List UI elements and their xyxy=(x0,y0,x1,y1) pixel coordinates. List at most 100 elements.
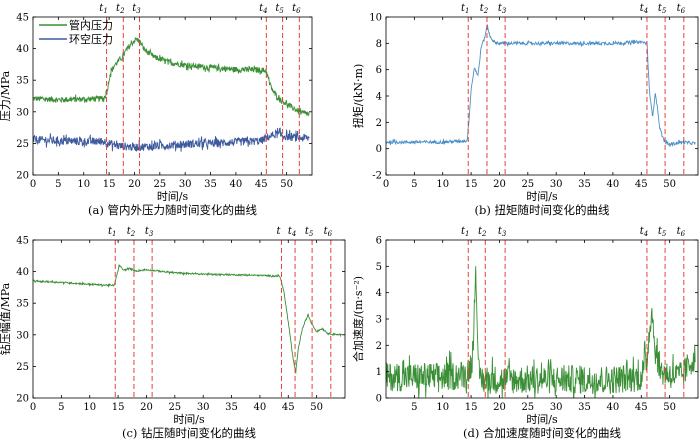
x-tick-label: 45 xyxy=(635,402,648,413)
y-tick-label: 4 xyxy=(376,288,382,299)
y-axis-label: 合加速度/(m·s⁻²) xyxy=(351,276,365,362)
event-marker-label: t6 xyxy=(677,3,686,15)
x-tick-label: 15 xyxy=(465,179,478,190)
legend-item-label: 管内压力 xyxy=(69,18,113,32)
event-marker-label: t5 xyxy=(275,3,284,15)
x-tick-label: 10 xyxy=(436,402,449,413)
x-tick-label: 20 xyxy=(128,179,141,190)
chart-d: t1 t2 t3 t4 t5 t65 10 15 20 25 30 35 40 45 500123456时间… xyxy=(351,226,699,439)
x-tick-label: 45 xyxy=(255,179,268,190)
y-tick-label: 5 xyxy=(376,262,382,273)
x-tick-label: 35 xyxy=(204,179,217,190)
x-tick-label: 25 xyxy=(153,179,166,190)
event-marker-label: t6 xyxy=(324,226,333,238)
x-tick-label: 50 xyxy=(663,179,676,190)
event-marker-label: t1 xyxy=(108,226,117,238)
x-axis-label: 时间/s xyxy=(526,190,558,203)
legend-item-label: 环空压力 xyxy=(69,32,113,46)
y-tick-label: 35 xyxy=(16,299,29,310)
plot-frame xyxy=(32,16,313,176)
series-line-0 xyxy=(33,37,310,117)
x-tick-label: 30 xyxy=(550,179,563,190)
x-tick-label: 25 xyxy=(168,402,181,413)
series-line xyxy=(33,264,343,375)
event-marker-label: t4 xyxy=(640,3,649,15)
y-tick-label: 25 xyxy=(16,362,29,373)
chart-caption: (a) 管内外压力随时间变化的曲线 xyxy=(88,203,257,217)
x-tick-label: 0 xyxy=(383,179,389,190)
y-tick-label: 30 xyxy=(16,107,29,118)
x-tick-label: 20 xyxy=(140,402,153,413)
y-tick-label: 20 xyxy=(16,394,29,405)
plot-frame xyxy=(32,239,346,399)
x-tick-label: 20 xyxy=(493,402,506,413)
x-tick-label: 35 xyxy=(225,402,238,413)
y-tick-label: 35 xyxy=(16,76,29,87)
x-tick-label: 50 xyxy=(280,179,293,190)
x-tick-label: 50 xyxy=(310,402,323,413)
event-marker-label: t2 xyxy=(127,226,136,238)
x-tick-label: 10 xyxy=(77,179,90,190)
series-line xyxy=(386,266,696,398)
x-tick-label: 15 xyxy=(103,179,116,190)
event-marker-label: t6 xyxy=(292,3,301,15)
y-tick-label: 45 xyxy=(16,13,29,24)
x-tick-label: 30 xyxy=(197,402,210,413)
event-marker-label: t4 xyxy=(640,226,649,238)
x-tick-label: 25 xyxy=(521,179,534,190)
y-tick-label: 2 xyxy=(376,118,382,129)
x-tick-label: 30 xyxy=(179,179,192,190)
x-axis-label: 时间/s xyxy=(157,190,189,203)
event-marker-label: t5 xyxy=(658,3,667,15)
event-marker-label: t4 xyxy=(259,3,268,15)
chart-caption: (d) 合加速度随时间变化的曲线 xyxy=(463,426,621,439)
event-marker-label: t5 xyxy=(305,226,314,238)
series-line-1 xyxy=(33,127,310,152)
x-tick-label: 40 xyxy=(607,179,620,190)
event-marker-label: t2 xyxy=(478,226,487,238)
x-tick-label: 15 xyxy=(465,402,478,413)
chart-c: t1 t2 t3 t t4 t5 t6 0 5 10 15 20 25 30 35 40 45 50 20 25 30 3… xyxy=(0,226,346,439)
x-axis-label: 时间/s xyxy=(526,413,558,426)
x-tick-label: 45 xyxy=(282,402,295,413)
chart-caption: (c) 钻压随时间变化的曲线 xyxy=(122,426,257,439)
y-tick-label: 45 xyxy=(16,236,29,247)
x-tick-label: 40 xyxy=(607,402,620,413)
x-tick-label: 0 xyxy=(30,179,36,190)
x-tick-label: 5 xyxy=(411,179,417,190)
event-marker-label: t3 xyxy=(498,3,507,15)
event-marker-label: t1 xyxy=(99,3,108,15)
x-tick-label: 25 xyxy=(521,402,534,413)
event-marker-label: t3 xyxy=(132,3,141,15)
y-tick-label: 3 xyxy=(376,315,382,326)
event-marker-label: t5 xyxy=(658,226,667,238)
x-tick-label: 35 xyxy=(578,402,591,413)
y-axis-label: 钻压幅值/MPa xyxy=(0,282,12,355)
y-tick-label: 30 xyxy=(16,330,29,341)
event-marker-label: t2 xyxy=(480,3,489,15)
x-tick-label: 0 xyxy=(30,402,36,413)
y-tick-label: 40 xyxy=(16,267,29,278)
y-axis-label: 压力/MPa xyxy=(0,70,12,121)
x-tick-label: 5 xyxy=(55,179,61,190)
x-tick-label: 5 xyxy=(58,402,64,413)
y-tick-label: 20 xyxy=(16,171,29,182)
x-tick-label: 20 xyxy=(493,179,506,190)
y-axis-label: 扭矩/(kN·m) xyxy=(351,64,365,129)
event-marker-label: t6 xyxy=(677,226,686,238)
chart-caption: (b) 扭矩随时间变化的曲线 xyxy=(475,203,610,217)
y-tick-label: 6 xyxy=(376,65,382,76)
y-tick-label: 10 xyxy=(369,13,382,24)
chart-a: t1 t2 t3 t4 t5 t6 0 5 10 15 20 25 30 35 40 45 50 20 25 30 35… xyxy=(0,3,313,217)
event-marker-label: t4 xyxy=(288,226,297,238)
y-tick-label: 40 xyxy=(16,44,29,55)
y-tick-label: 2 xyxy=(376,341,382,352)
event-marker-label: t xyxy=(276,226,281,237)
y-tick-label: 25 xyxy=(16,139,29,150)
event-marker-label: t1 xyxy=(461,3,470,15)
x-tick-label: 15 xyxy=(112,402,125,413)
y-tick-label: 0 xyxy=(376,394,382,405)
y-tick-label: 8 xyxy=(376,39,382,50)
